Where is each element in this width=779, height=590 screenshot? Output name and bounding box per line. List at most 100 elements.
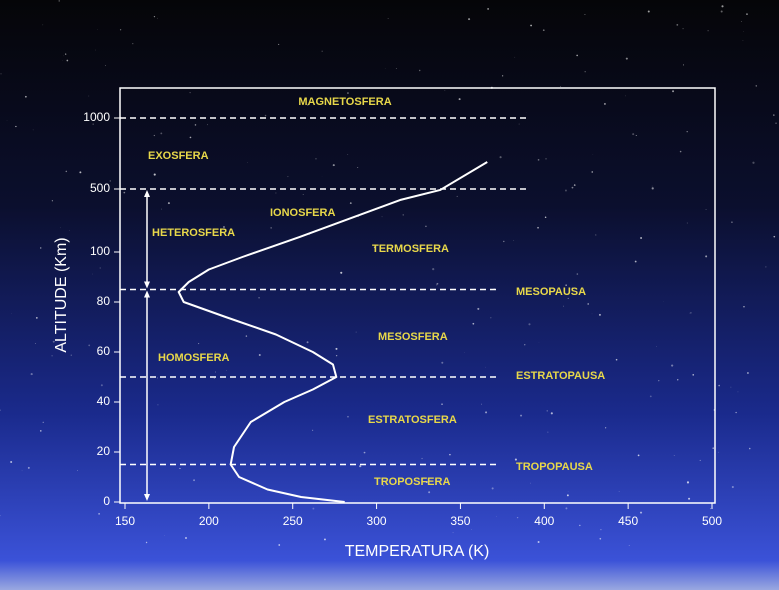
- star: [381, 216, 383, 218]
- star: [335, 355, 338, 357]
- x-tick-label: 200: [199, 514, 219, 528]
- y-tick-label: 20: [97, 444, 111, 458]
- star: [347, 154, 349, 155]
- star: [625, 57, 628, 60]
- star: [542, 29, 545, 31]
- star: [436, 284, 438, 286]
- star: [94, 49, 96, 51]
- star: [315, 158, 317, 160]
- x-axis-label: TEMPERATURA (K): [345, 543, 490, 560]
- star: [699, 459, 701, 461]
- star: [603, 102, 606, 105]
- star: [742, 40, 744, 42]
- star: [735, 411, 737, 414]
- star: [599, 313, 601, 316]
- star: [731, 221, 733, 224]
- star: [487, 7, 490, 10]
- star: [452, 532, 454, 534]
- star: [153, 16, 156, 18]
- star: [278, 544, 281, 546]
- star: [485, 411, 488, 414]
- star: [88, 344, 91, 347]
- star: [145, 541, 148, 544]
- star: [518, 123, 520, 125]
- star: [625, 95, 626, 97]
- star: [671, 364, 674, 367]
- star: [683, 64, 684, 66]
- star: [747, 372, 749, 374]
- star: [194, 124, 197, 126]
- star: [743, 31, 745, 32]
- star: [65, 170, 68, 173]
- star: [677, 379, 679, 381]
- star: [718, 384, 720, 387]
- layer-label: TROPOSFERA: [374, 476, 450, 488]
- star: [0, 515, 1, 517]
- star: [530, 24, 532, 27]
- star: [456, 195, 458, 197]
- star: [302, 193, 304, 196]
- star: [632, 133, 635, 136]
- star: [42, 24, 44, 26]
- y-axis-label: ALTITUDE (Km): [53, 237, 70, 352]
- star: [579, 524, 581, 527]
- star: [223, 226, 225, 228]
- star: [32, 129, 34, 131]
- star: [189, 92, 191, 94]
- star: [595, 234, 597, 236]
- star: [70, 354, 72, 356]
- star: [491, 487, 494, 490]
- star: [737, 391, 739, 393]
- star: [544, 216, 547, 219]
- temperature-curve: [177, 161, 488, 503]
- star: [312, 429, 314, 431]
- boundary-label: MESOPAUSA: [516, 286, 586, 298]
- star: [571, 287, 574, 289]
- star: [547, 431, 549, 433]
- star: [615, 358, 618, 361]
- star: [550, 412, 553, 415]
- star: [193, 479, 195, 482]
- star: [705, 255, 708, 258]
- star: [92, 123, 94, 125]
- star: [647, 10, 650, 13]
- star: [164, 535, 165, 536]
- star: [428, 491, 431, 494]
- star: [520, 414, 523, 417]
- star: [651, 185, 653, 187]
- star: [387, 18, 389, 19]
- star: [359, 465, 362, 468]
- layer-label: HETEROSFERA: [152, 227, 235, 239]
- star: [743, 306, 745, 308]
- x-tick-label: 150: [115, 514, 135, 528]
- star: [524, 344, 526, 346]
- star: [153, 173, 156, 176]
- star: [184, 536, 188, 540]
- star: [477, 307, 480, 310]
- star: [51, 200, 54, 202]
- star: [160, 208, 162, 210]
- star: [587, 303, 590, 305]
- star: [306, 341, 309, 344]
- star: [709, 508, 711, 510]
- star: [576, 273, 579, 275]
- star: [441, 361, 444, 364]
- star: [167, 202, 170, 205]
- star: [275, 192, 277, 194]
- star: [584, 14, 586, 16]
- star: [68, 230, 70, 232]
- star: [529, 482, 531, 484]
- star: [416, 247, 419, 250]
- y-tick-label: 60: [97, 344, 111, 358]
- plot-frame: [119, 87, 716, 504]
- boundary-label: MAGNETOSFERA: [298, 96, 391, 108]
- star: [682, 28, 684, 30]
- x-tick-label: 500: [702, 514, 722, 528]
- star: [584, 71, 586, 73]
- arrow-head: [144, 281, 150, 289]
- star: [425, 225, 427, 228]
- star: [692, 374, 695, 376]
- star: [640, 236, 643, 239]
- star: [258, 296, 260, 299]
